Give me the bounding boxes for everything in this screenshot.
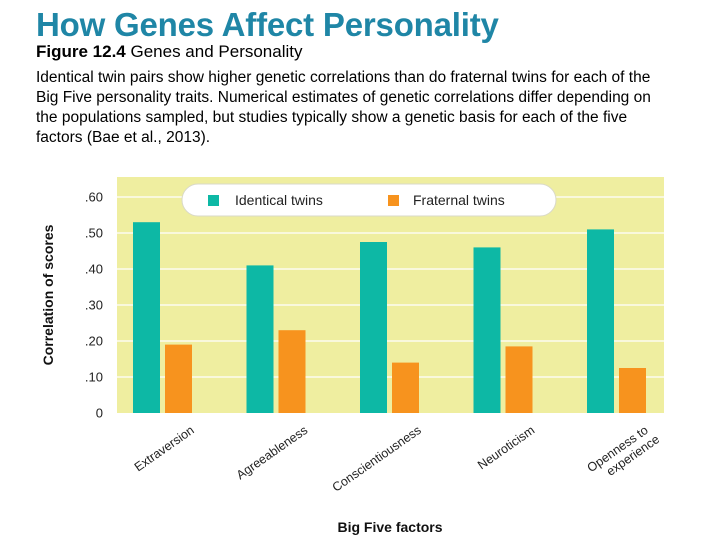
y-tick-label: .10 — [85, 370, 103, 385]
bar-identical-twins — [246, 265, 274, 413]
slide-title: How Genes Affect Personality — [36, 6, 499, 43]
y-tick-label: 0 — [96, 406, 103, 421]
x-category-label: Extraversion — [132, 423, 197, 474]
legend-label-fraternal: Fraternal twins — [413, 192, 505, 208]
legend-swatch-identical — [208, 195, 219, 206]
x-category-label: Neuroticism — [475, 423, 537, 472]
y-axis-title: Correlation of scores — [40, 224, 56, 365]
bar-identical-twins — [133, 222, 160, 413]
figure-caption: Identical twin pairs show higher genetic… — [36, 69, 651, 146]
bar-fraternal-twins — [505, 346, 533, 413]
x-category-label: Agreeableness — [234, 423, 310, 482]
bar-identical-twins — [473, 247, 501, 413]
y-tick-label: .40 — [85, 262, 103, 277]
bar-fraternal-twins — [278, 330, 306, 413]
bar-fraternal-twins — [165, 344, 192, 413]
y-axis-ticks: 0 .10 .20 .30 .40 .50 .60 — [85, 190, 103, 421]
bar-identical-twins — [360, 242, 387, 413]
figure-heading: Figure 12.4 Genes and Personality — [36, 42, 303, 62]
bar-identical-twins — [587, 229, 614, 413]
legend: Identical twins Fraternal twins — [181, 183, 557, 217]
figure-title: Genes and Personality — [130, 42, 303, 61]
y-tick-label: .30 — [85, 298, 103, 313]
y-tick-label: .50 — [85, 226, 103, 241]
x-category-label: Openness toexperience — [585, 421, 662, 487]
bar-fraternal-twins — [619, 368, 646, 413]
figure-number: Figure 12.4 — [36, 42, 126, 61]
x-axis-categories: Extraversion Agreeableness Conscientiousne… — [132, 421, 662, 495]
legend-box — [181, 183, 557, 217]
legend-label-identical: Identical twins — [235, 192, 323, 208]
x-category-label: Conscientiousness — [330, 423, 424, 495]
bars — [133, 222, 646, 413]
y-tick-label: .60 — [85, 190, 103, 205]
bar-fraternal-twins — [392, 362, 419, 413]
legend-swatch-fraternal — [388, 195, 399, 206]
x-axis-title: Big Five factors — [337, 519, 442, 535]
y-tick-label: .20 — [85, 334, 103, 349]
